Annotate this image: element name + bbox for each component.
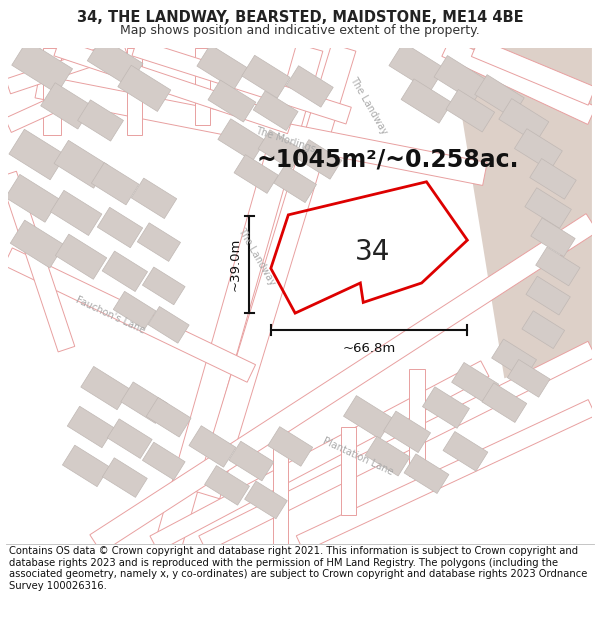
Polygon shape — [341, 427, 356, 514]
Polygon shape — [234, 154, 278, 193]
Polygon shape — [10, 220, 64, 268]
Polygon shape — [137, 223, 181, 261]
Text: 34, THE LANDWAY, BEARSTED, MAIDSTONE, ME14 4BE: 34, THE LANDWAY, BEARSTED, MAIDSTONE, ME… — [77, 11, 523, 26]
Polygon shape — [12, 41, 73, 94]
Polygon shape — [344, 396, 393, 439]
Polygon shape — [258, 130, 303, 169]
Text: Map shows position and indicative extent of the property.: Map shows position and indicative extent… — [120, 24, 480, 37]
Polygon shape — [389, 42, 445, 91]
Polygon shape — [422, 387, 469, 428]
Polygon shape — [446, 89, 494, 132]
Polygon shape — [208, 80, 256, 122]
Polygon shape — [196, 44, 356, 499]
Text: The Landway: The Landway — [236, 226, 277, 288]
Polygon shape — [443, 431, 488, 471]
Polygon shape — [97, 208, 143, 248]
Polygon shape — [81, 366, 130, 410]
Polygon shape — [103, 458, 147, 498]
Polygon shape — [142, 442, 185, 480]
Polygon shape — [482, 383, 527, 423]
Polygon shape — [5, 40, 127, 94]
Polygon shape — [525, 188, 571, 228]
Text: ~1045m²/~0.258ac.: ~1045m²/~0.258ac. — [256, 148, 519, 171]
Polygon shape — [142, 267, 185, 305]
Polygon shape — [365, 436, 410, 476]
Polygon shape — [4, 248, 256, 382]
Polygon shape — [242, 55, 290, 98]
Polygon shape — [91, 162, 139, 205]
Polygon shape — [401, 79, 452, 123]
Polygon shape — [54, 141, 108, 188]
Polygon shape — [274, 165, 316, 202]
Polygon shape — [102, 251, 148, 291]
Polygon shape — [514, 129, 562, 171]
Polygon shape — [55, 234, 107, 279]
Polygon shape — [90, 214, 598, 552]
Polygon shape — [132, 39, 352, 124]
Polygon shape — [67, 406, 115, 447]
Polygon shape — [434, 56, 487, 102]
Polygon shape — [296, 399, 596, 552]
Polygon shape — [148, 306, 189, 343]
Polygon shape — [218, 119, 265, 161]
Polygon shape — [35, 75, 487, 186]
Text: The Morlings: The Morlings — [254, 126, 317, 154]
Polygon shape — [118, 65, 171, 111]
Polygon shape — [0, 171, 75, 352]
Polygon shape — [41, 82, 92, 129]
Polygon shape — [113, 291, 156, 329]
Text: 34: 34 — [355, 238, 391, 266]
Polygon shape — [5, 94, 65, 132]
Polygon shape — [5, 174, 59, 222]
Polygon shape — [146, 398, 191, 437]
Polygon shape — [245, 481, 287, 519]
Polygon shape — [522, 311, 565, 349]
Polygon shape — [77, 100, 124, 141]
Polygon shape — [297, 139, 342, 179]
Polygon shape — [383, 411, 431, 452]
Polygon shape — [50, 191, 102, 236]
Polygon shape — [491, 339, 536, 379]
Polygon shape — [189, 426, 236, 467]
Polygon shape — [62, 445, 109, 487]
Polygon shape — [9, 129, 65, 180]
Polygon shape — [87, 38, 143, 86]
Polygon shape — [508, 359, 550, 398]
Polygon shape — [107, 419, 152, 459]
Text: The Landway: The Landway — [347, 75, 389, 136]
Polygon shape — [442, 39, 596, 124]
Polygon shape — [199, 341, 596, 552]
Text: ~66.8m: ~66.8m — [343, 342, 396, 356]
Polygon shape — [273, 446, 289, 544]
Polygon shape — [409, 369, 425, 476]
Polygon shape — [472, 39, 596, 105]
Text: Contains OS data © Crown copyright and database right 2021. This information is : Contains OS data © Crown copyright and d… — [9, 546, 587, 591]
Polygon shape — [451, 48, 592, 378]
Polygon shape — [530, 159, 576, 199]
Polygon shape — [286, 66, 333, 107]
Polygon shape — [131, 178, 177, 219]
Polygon shape — [526, 276, 571, 315]
Text: Fauchon's Lane: Fauchon's Lane — [74, 294, 146, 336]
Polygon shape — [452, 362, 499, 404]
Text: ~39.0m: ~39.0m — [229, 238, 242, 291]
Polygon shape — [195, 48, 211, 126]
Polygon shape — [475, 74, 524, 118]
Polygon shape — [536, 247, 580, 286]
Polygon shape — [121, 382, 168, 423]
Polygon shape — [229, 441, 274, 481]
Polygon shape — [531, 218, 575, 257]
Polygon shape — [127, 48, 142, 135]
Polygon shape — [205, 466, 250, 505]
Polygon shape — [268, 427, 313, 466]
Polygon shape — [43, 48, 61, 135]
Text: Plantation Lane: Plantation Lane — [322, 436, 395, 477]
Polygon shape — [253, 91, 298, 131]
Polygon shape — [404, 454, 449, 494]
Polygon shape — [499, 99, 549, 142]
Polygon shape — [150, 361, 489, 551]
Polygon shape — [197, 44, 247, 89]
Polygon shape — [54, 39, 293, 134]
Polygon shape — [155, 44, 323, 548]
